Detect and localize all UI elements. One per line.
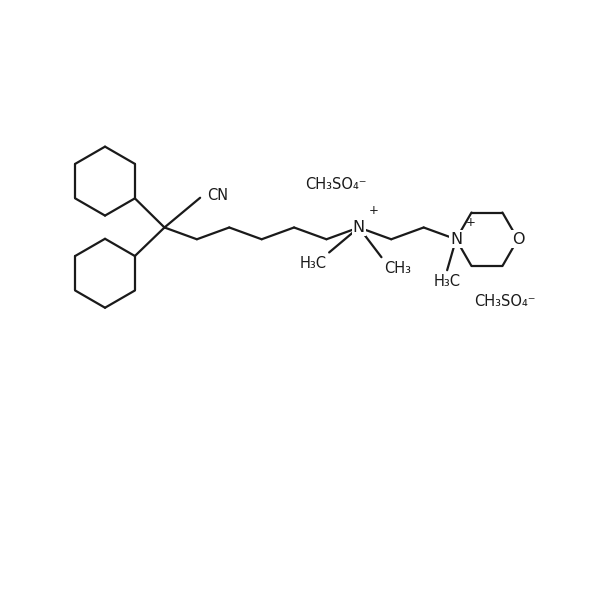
- Text: CH₃: CH₃: [385, 261, 412, 276]
- Text: O: O: [512, 232, 524, 247]
- Text: N: N: [450, 232, 462, 247]
- Text: +: +: [369, 205, 379, 217]
- Text: H₃C: H₃C: [434, 274, 461, 289]
- Text: CH₃SO₄⁻: CH₃SO₄⁻: [474, 294, 535, 309]
- Text: H₃C: H₃C: [299, 256, 326, 271]
- Text: +: +: [466, 216, 476, 229]
- Text: N: N: [353, 220, 365, 235]
- Text: CH₃SO₄⁻: CH₃SO₄⁻: [305, 177, 367, 192]
- Text: CN: CN: [207, 188, 229, 203]
